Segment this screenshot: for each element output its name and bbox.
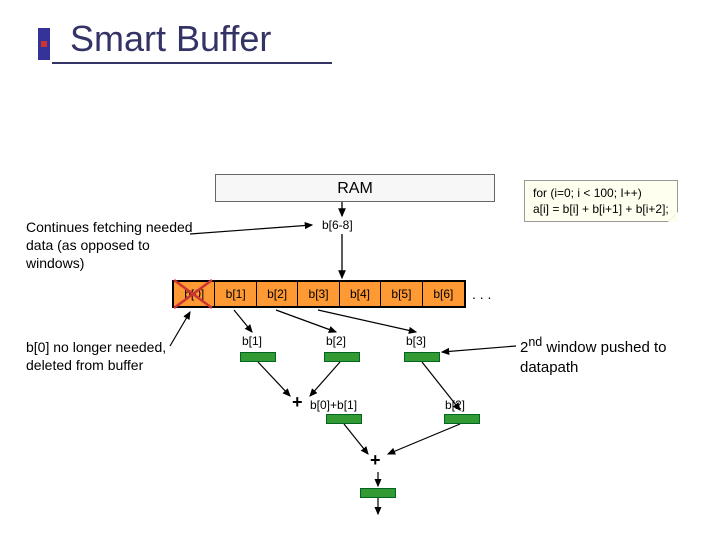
result-box	[360, 488, 396, 498]
code-line-1: a[i] = b[i] + b[i+1] + b[i+2];	[533, 201, 669, 217]
title-accent	[38, 28, 52, 60]
code-line-0: for (i=0; i < 100; I++)	[533, 185, 669, 201]
dp-top-label-1: b[2]	[326, 334, 346, 348]
buffer-cell-5: b[5]	[381, 282, 422, 306]
dp-top-label-0: b[1]	[242, 334, 262, 348]
dp-mid-box-1	[444, 414, 480, 424]
code-box: for (i=0; i < 100; I++) a[i] = b[i] + b[…	[524, 180, 678, 222]
dp-top-box-2	[404, 352, 440, 362]
note-window: 2nd window pushed to datapath	[520, 334, 710, 377]
dp-top-label-2: b[3]	[406, 334, 426, 348]
buffer-cell-6: b[6]	[423, 282, 464, 306]
dp-mid-box-0	[326, 414, 362, 424]
page-title: Smart Buffer	[70, 18, 271, 60]
ram-label: RAM	[337, 180, 373, 197]
adder-2: +	[370, 450, 381, 471]
adder-1: +	[292, 392, 303, 413]
buffer-cell-1: b[1]	[215, 282, 256, 306]
dp-top-box-1	[324, 352, 360, 362]
buffer-cell-0: b[0]	[174, 282, 215, 306]
buffer-cell-3: b[3]	[298, 282, 339, 306]
buffer-cell-2: b[2]	[257, 282, 298, 306]
fetch-label: b[6-8]	[322, 218, 353, 232]
note-fetch: Continues fetching neededdata (as oppose…	[26, 218, 193, 273]
dp-mid-label-0: b[0]+b[1]	[310, 398, 357, 412]
dp-top-box-0	[240, 352, 276, 362]
buffer-ellipsis: . . .	[472, 286, 491, 302]
title-underline	[52, 62, 332, 64]
note-delete: b[0] no longer needed,deleted from buffe…	[26, 338, 166, 374]
dp-mid-label-1: b[2]	[445, 398, 465, 412]
buffer-cell-4: b[4]	[340, 282, 381, 306]
ram-box: RAM	[215, 174, 495, 202]
smart-buffer: b[0]b[1]b[2]b[3]b[4]b[5]b[6]	[172, 280, 466, 308]
